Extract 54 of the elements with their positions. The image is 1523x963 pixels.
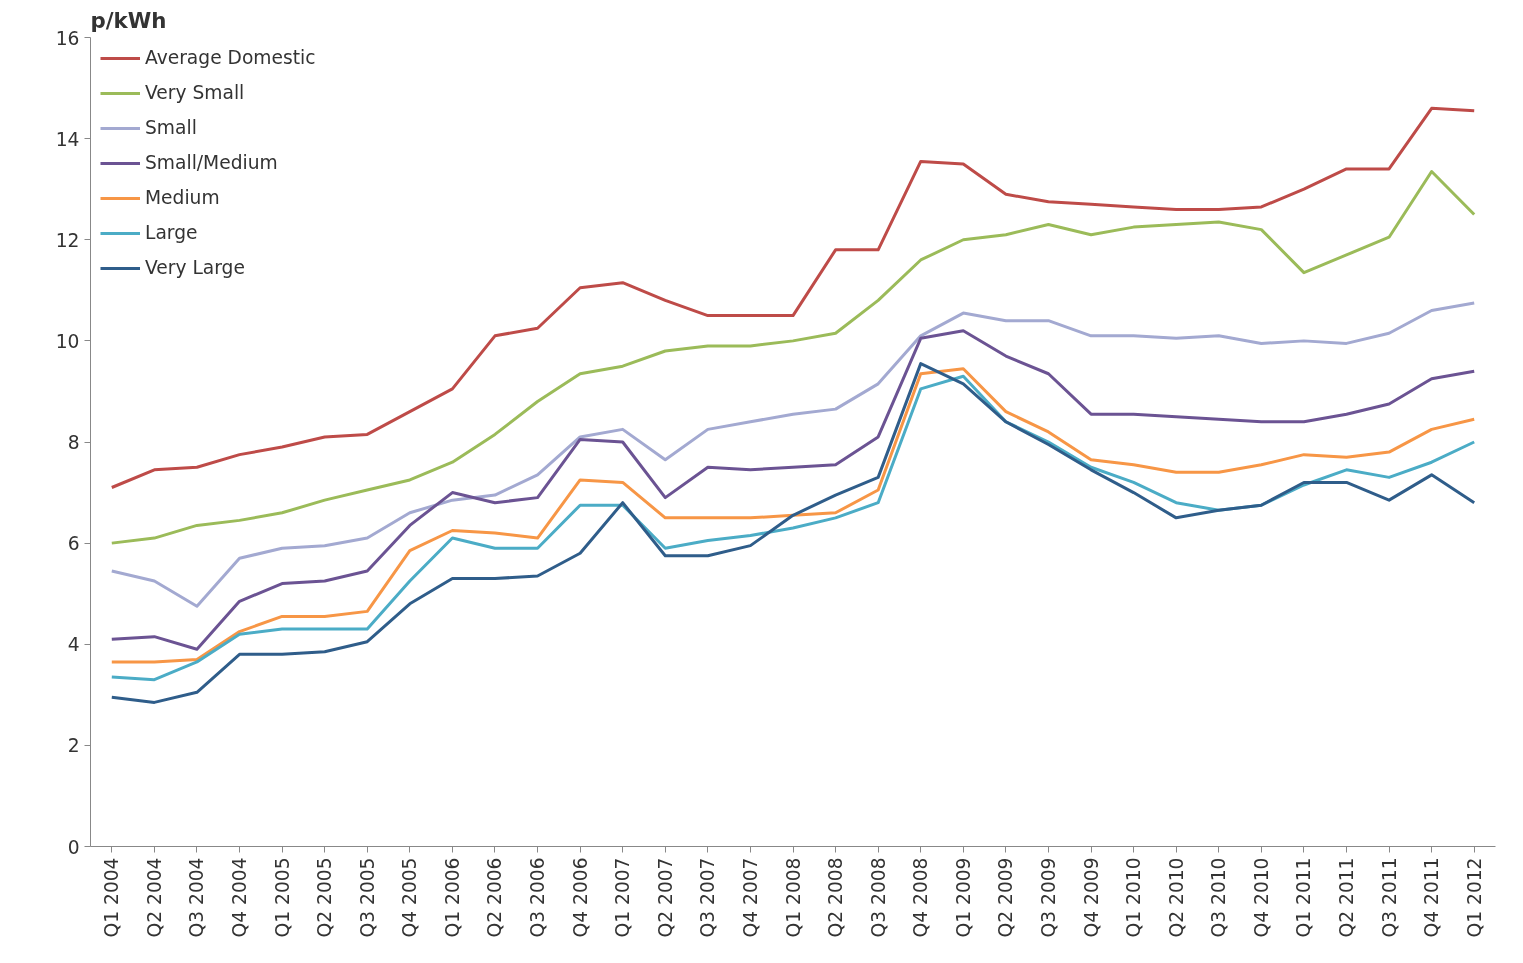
- legend-label: Small: [145, 117, 197, 138]
- x-tick-label: Q4 2010: [1250, 857, 1272, 938]
- x-tick-label: Q1 2007: [612, 857, 634, 938]
- x-tick-label: Q4 2004: [229, 857, 251, 938]
- x-tick-label: Q4 2006: [569, 857, 591, 938]
- x-tick-label: Q2 2008: [825, 857, 847, 938]
- y-tick-label: 16: [55, 27, 80, 49]
- x-tick-label: Q3 2010: [1208, 857, 1230, 938]
- x-tick-label: Q3 2011: [1378, 857, 1400, 938]
- x-tick-label: Q1 2010: [1123, 857, 1145, 938]
- line-series: [110, 106, 1476, 490]
- x-tick-label: Q4 2005: [399, 857, 421, 938]
- x-tick-label: Q1 2006: [441, 857, 463, 938]
- y-tick-label: 12: [55, 229, 80, 251]
- x-tick-label: Q2 2004: [143, 857, 165, 938]
- x-tick-label: Q1 2011: [1293, 857, 1315, 938]
- x-tick-label: Q3 2008: [867, 857, 889, 938]
- legend-label: Large: [145, 222, 198, 243]
- x-tick-label: Q1 2004: [101, 857, 123, 938]
- x-tick-label: Q1 2009: [952, 857, 974, 938]
- line-series: [110, 169, 1476, 545]
- x-tick-label: Q3 2005: [356, 857, 378, 938]
- line-series: [110, 301, 1476, 608]
- x-tick-label: Q2 2009: [995, 857, 1017, 938]
- x-tick-label: Q2 2005: [314, 857, 336, 938]
- x-tick-label: Q4 2009: [1080, 857, 1102, 938]
- y-tick-label: 6: [67, 533, 80, 555]
- x-tick-label: Q1 2005: [271, 857, 293, 938]
- x-tick-label: Q2 2010: [1165, 857, 1187, 938]
- x-tick-label: Q2 2006: [484, 857, 506, 938]
- x-tick-label: Q3 2006: [527, 857, 549, 938]
- y-tick-label: 2: [67, 735, 80, 757]
- x-tick-label: Q3 2009: [1037, 857, 1059, 938]
- x-tick-label: Q3 2004: [186, 857, 208, 938]
- x-tick-label: Q2 2011: [1335, 857, 1357, 938]
- legend-label: Medium: [145, 187, 220, 208]
- x-tick-label: Q4 2011: [1421, 857, 1443, 938]
- y-tick-label: 14: [55, 128, 80, 150]
- line-series: [110, 329, 1476, 651]
- x-tick-label: Q3 2007: [697, 857, 719, 938]
- x-tick-label: Q1 2012: [1463, 857, 1485, 938]
- legend-label: Very Large: [145, 257, 245, 278]
- y-tick-label: 0: [67, 836, 80, 858]
- x-tick-label: Q4 2008: [910, 857, 932, 938]
- legend-label: Average Domestic: [145, 47, 316, 68]
- y-tick-label: 8: [67, 432, 80, 453]
- y-tick-label: 4: [67, 634, 80, 656]
- x-tick-label: Q1 2008: [782, 857, 804, 938]
- legend-label: Very Small: [145, 82, 245, 103]
- y-axis-title: p/kWh: [90, 7, 167, 33]
- x-tick-label: Q2 2007: [654, 857, 676, 938]
- legend-label: Small/Medium: [145, 152, 278, 173]
- y-tick-label: 10: [55, 330, 80, 352]
- x-tick-label: Q4 2007: [739, 857, 761, 938]
